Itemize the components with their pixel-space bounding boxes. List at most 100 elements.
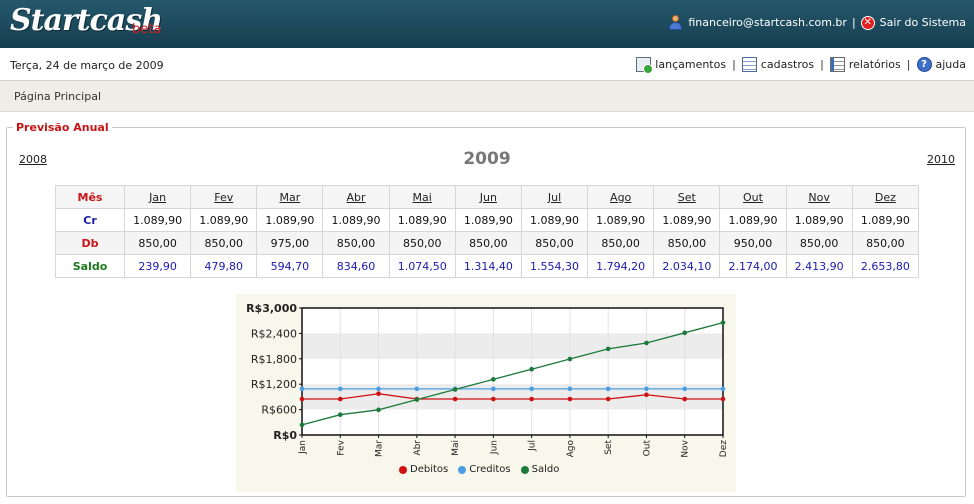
month-header[interactable]: Set bbox=[653, 185, 721, 209]
menu-relatorios[interactable]: relatórios bbox=[829, 57, 901, 72]
month-link[interactable]: Mar bbox=[279, 190, 301, 204]
data-point-creditos bbox=[720, 386, 726, 392]
data-point-saldo bbox=[299, 422, 305, 428]
y-tick-label: R$3,000 bbox=[246, 302, 297, 315]
table-row-credits: Cr 1.089,90 1.089,90 1.089,90 1.089,90 1… bbox=[55, 208, 920, 232]
month-link[interactable]: Out bbox=[743, 190, 763, 204]
table-cell: 1.089,90 bbox=[653, 208, 721, 232]
month-link[interactable]: Jun bbox=[479, 190, 497, 204]
legend-swatch bbox=[399, 465, 407, 474]
main-menu: lançamentos | cadastros | relatórios | ?… bbox=[636, 57, 967, 74]
menu-ajuda[interactable]: ? ajuda bbox=[916, 57, 967, 72]
data-point-debitos bbox=[376, 391, 381, 397]
breadcrumb-bar: Página Principal bbox=[0, 81, 974, 112]
month-header[interactable]: Nov bbox=[785, 185, 853, 209]
x-tick-label: Nov bbox=[681, 439, 691, 457]
table-cell: 850,00 bbox=[123, 231, 192, 255]
menu-label[interactable]: ajuda bbox=[935, 58, 967, 71]
table-cell: 850,00 bbox=[322, 231, 390, 255]
data-point-saldo bbox=[720, 320, 726, 325]
data-point-creditos bbox=[337, 386, 343, 392]
table-cell: 594,70 bbox=[256, 254, 324, 278]
legend-label: Creditos bbox=[469, 464, 511, 475]
ledger-add-icon bbox=[636, 57, 654, 74]
row-label: Db bbox=[55, 231, 125, 255]
data-point-debitos bbox=[682, 396, 688, 402]
next-year-link[interactable]: 2010 bbox=[927, 153, 955, 166]
month-link[interactable]: Fev bbox=[214, 190, 234, 204]
legend-label: Saldo bbox=[531, 464, 560, 475]
y-tick-label: R$2,400 bbox=[251, 327, 297, 340]
month-header[interactable]: Dez bbox=[851, 185, 920, 209]
data-point-saldo bbox=[529, 366, 534, 372]
data-point-creditos bbox=[414, 386, 420, 392]
month-link[interactable]: Set bbox=[677, 190, 696, 204]
data-point-saldo bbox=[644, 340, 649, 346]
prev-year-link[interactable]: 2008 bbox=[19, 153, 47, 166]
table-cell: 239,90 bbox=[123, 254, 192, 278]
month-header[interactable]: Jun bbox=[454, 185, 522, 209]
month-header[interactable]: Out bbox=[719, 185, 787, 209]
data-point-creditos bbox=[491, 386, 496, 392]
month-link[interactable]: Nov bbox=[808, 190, 830, 204]
table-cell: 1.089,90 bbox=[454, 208, 522, 232]
app-logo[interactable]: Startcash bbox=[10, 3, 163, 38]
month-header[interactable]: Mai bbox=[388, 185, 456, 209]
table-cell: 1.089,90 bbox=[123, 208, 192, 232]
logout-icon[interactable]: ✕ bbox=[860, 15, 875, 30]
forecast-table: Mês Jan Fev Mar Abr Mai Jun Jul Ago Set … bbox=[55, 185, 920, 278]
user-email[interactable]: financeiro@startcash.com.br bbox=[688, 16, 847, 29]
table-cell: 1.794,20 bbox=[587, 254, 655, 278]
month-header[interactable]: Jan bbox=[123, 185, 192, 209]
table-cell: 1.089,90 bbox=[851, 208, 920, 232]
data-point-debitos bbox=[605, 396, 611, 402]
data-point-creditos bbox=[605, 386, 611, 392]
month-link[interactable]: Dez bbox=[874, 190, 896, 204]
x-tick-label: Abr bbox=[413, 440, 423, 456]
data-point-debitos bbox=[567, 396, 573, 402]
month-link[interactable]: Mai bbox=[412, 190, 432, 204]
app-header: Startcash beta financeiro@startcash.com.… bbox=[0, 0, 974, 48]
month-link[interactable]: Abr bbox=[346, 190, 366, 204]
records-list-icon bbox=[741, 57, 757, 72]
month-header[interactable]: Abr bbox=[322, 185, 390, 209]
panel-title: Previsão Anual bbox=[13, 121, 112, 134]
table-cell: 2.174,00 bbox=[719, 254, 787, 278]
x-tick-label: Jan bbox=[298, 440, 308, 455]
series-line-saldo bbox=[301, 322, 724, 426]
plot-frame bbox=[301, 307, 724, 436]
chart-legend: Debitos Creditos Saldo bbox=[399, 464, 559, 475]
month-header[interactable]: Mar bbox=[256, 185, 324, 209]
y-tick-label: R$1,800 bbox=[251, 353, 297, 366]
table-row-debits: Db 850,00 850,00 975,00 850,00 850,00 85… bbox=[55, 231, 920, 255]
menu-lancamentos[interactable]: lançamentos bbox=[636, 57, 727, 74]
table-cell: 1.554,30 bbox=[520, 254, 589, 278]
legend-item-creditos: Creditos bbox=[458, 464, 511, 475]
legend-item-saldo: Saldo bbox=[520, 464, 560, 475]
menu-cadastros[interactable]: cadastros bbox=[741, 57, 815, 72]
separator: | bbox=[851, 16, 856, 29]
month-header[interactable]: Fev bbox=[190, 185, 258, 209]
data-point-debitos bbox=[720, 396, 726, 402]
logout-link[interactable]: Sair do Sistema bbox=[879, 16, 966, 29]
table-cell: 2.413,90 bbox=[785, 254, 853, 278]
table-cell: 1.089,90 bbox=[256, 208, 324, 232]
month-link[interactable]: Jul bbox=[547, 190, 562, 204]
table-cell: 850,00 bbox=[785, 231, 853, 255]
table-cell: 1.089,90 bbox=[520, 208, 589, 232]
x-tick-label: Dez bbox=[719, 440, 729, 457]
user-icon bbox=[668, 15, 683, 30]
menu-label[interactable]: cadastros bbox=[760, 58, 815, 71]
table-row-balance: Saldo 239,90 479,80 594,70 834,60 1.074,… bbox=[55, 254, 920, 278]
month-header[interactable]: Ago bbox=[587, 185, 655, 209]
table-cell: 850,00 bbox=[520, 231, 589, 255]
data-point-saldo bbox=[337, 412, 343, 417]
month-link[interactable]: Jan bbox=[149, 190, 167, 204]
menu-label[interactable]: lançamentos bbox=[655, 58, 727, 71]
data-point-saldo bbox=[414, 397, 420, 402]
menu-label[interactable]: relatórios bbox=[848, 58, 901, 71]
month-link[interactable]: Ago bbox=[610, 190, 632, 204]
month-header[interactable]: Jul bbox=[520, 185, 589, 209]
y-tick-label: R$0 bbox=[273, 429, 297, 442]
table-cell: 1.089,90 bbox=[587, 208, 655, 232]
